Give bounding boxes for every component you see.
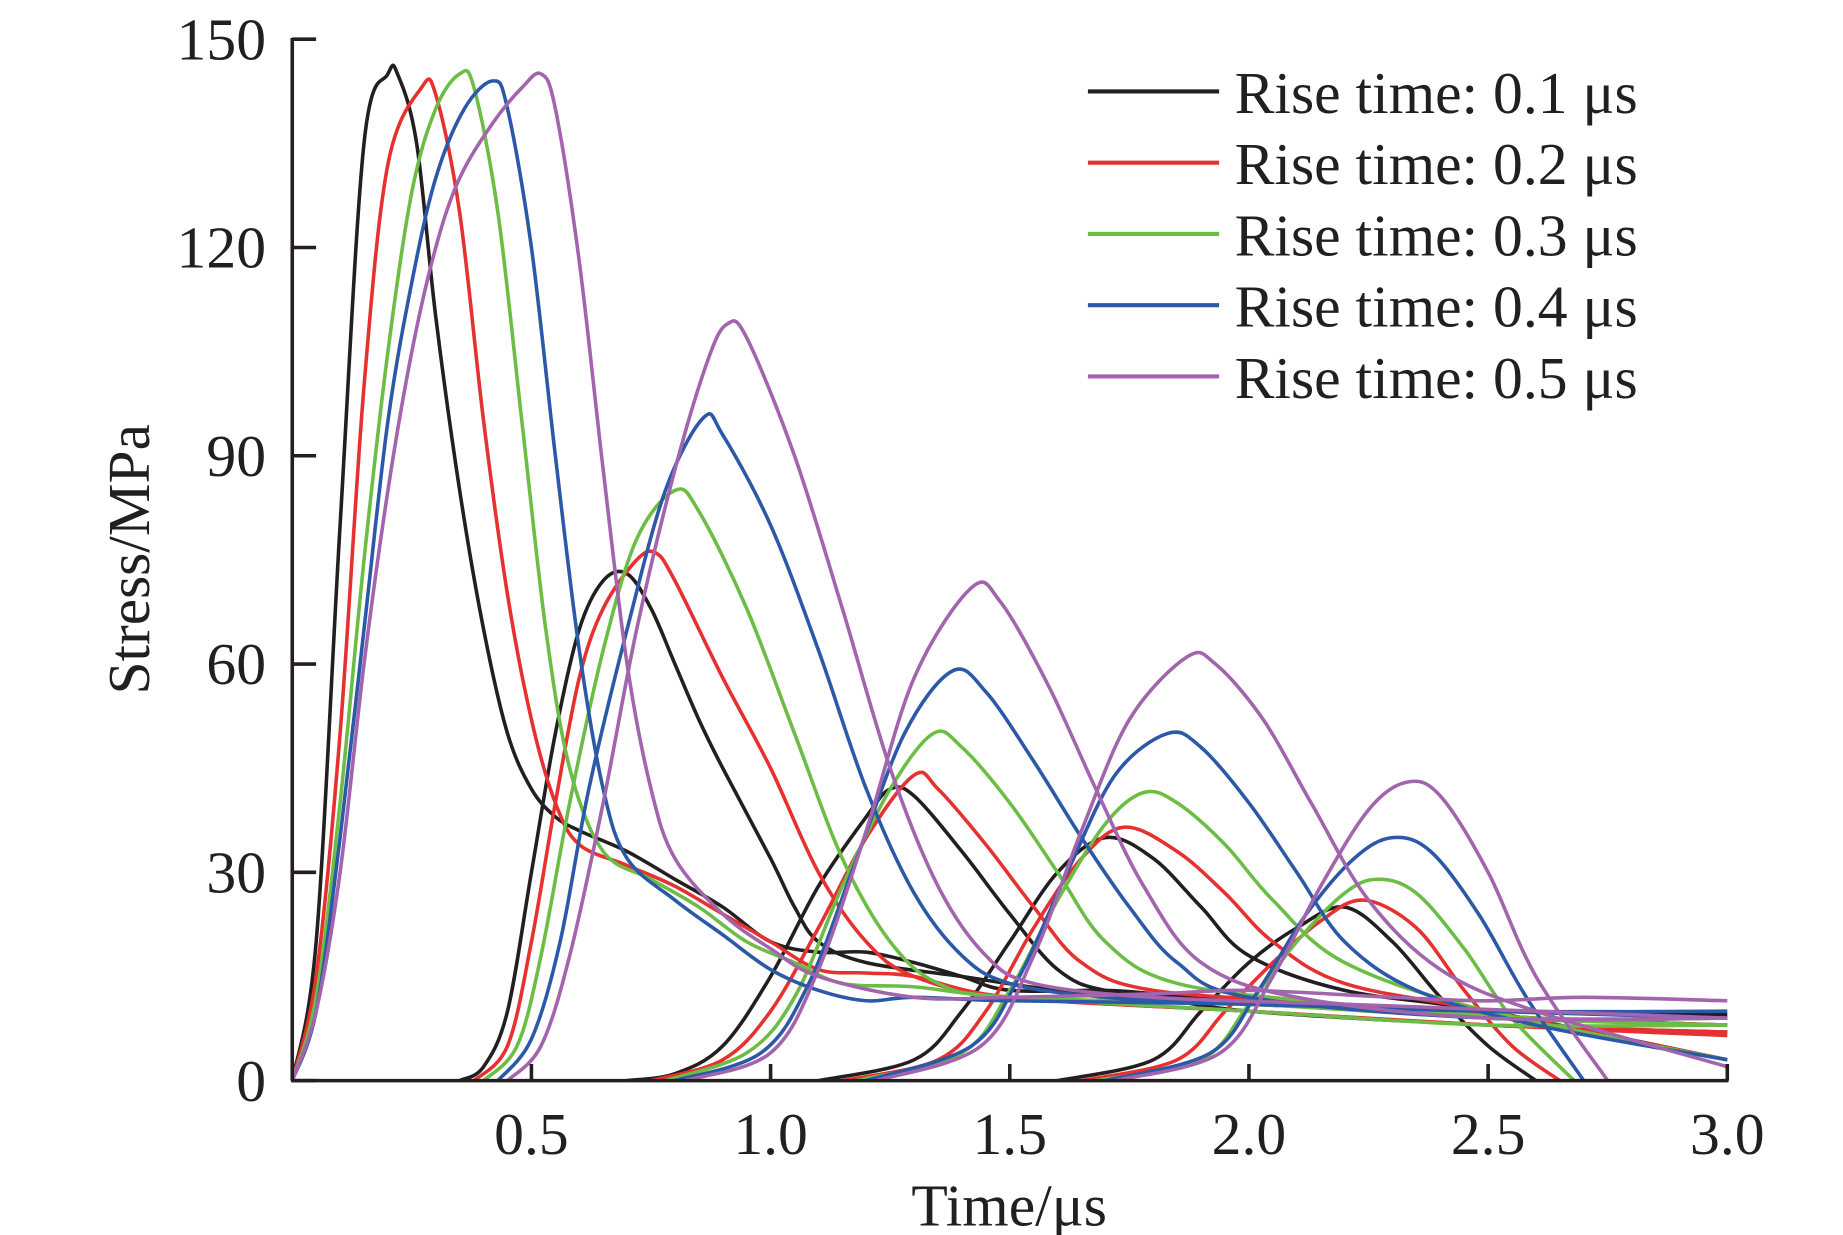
y-tick-label: 90 xyxy=(206,423,266,489)
series-layer xyxy=(290,63,1728,1083)
legend-label: Rise time: 0.1 μs xyxy=(1235,60,1638,126)
legend-label: Rise time: 0.2 μs xyxy=(1235,131,1638,197)
y-tick-label: 30 xyxy=(206,840,266,906)
series-line-4-pulse-5 xyxy=(1104,835,1586,1083)
series-line-1-pulse-3 xyxy=(626,785,1728,1083)
series-line-4-pulse-2 xyxy=(496,412,1728,1082)
series-line-4-pulse-4 xyxy=(865,730,1728,1083)
legend-label: Rise time: 0.5 μs xyxy=(1235,345,1638,411)
series-line-1-pulse-4 xyxy=(818,835,1728,1083)
y-tick-label: 0 xyxy=(236,1048,266,1114)
x-tick-label: 2.0 xyxy=(1212,1101,1287,1167)
series-line-2-pulse-4 xyxy=(841,825,1728,1083)
x-tick-label: 1.0 xyxy=(733,1101,808,1167)
series-line-5-pulse-3 xyxy=(683,580,1728,1083)
legend-label: Rise time: 0.3 μs xyxy=(1235,202,1638,268)
series-line-1-pulse-5 xyxy=(1057,905,1538,1083)
y-tick-label: 150 xyxy=(177,6,266,72)
x-tick-label: 0.5 xyxy=(494,1101,569,1167)
legend-item: Rise time: 0.3 μs xyxy=(1087,202,1638,268)
legend-label: Rise time: 0.4 μs xyxy=(1235,274,1638,340)
legend-item: Rise time: 0.4 μs xyxy=(1087,274,1638,340)
series-line-4-pulse-3 xyxy=(674,667,1728,1083)
x-tick-label: 1.5 xyxy=(973,1101,1048,1167)
y-tick-label: 120 xyxy=(177,215,266,281)
legend-item: Rise time: 0.1 μs xyxy=(1087,60,1638,126)
series-5 xyxy=(290,71,1728,1083)
series-line-2-pulse-3 xyxy=(650,770,1728,1083)
series-line-4-pulse-1 xyxy=(290,79,1728,1082)
x-tick-label: 2.5 xyxy=(1451,1101,1526,1167)
y-axis-label: Stress/MPa xyxy=(96,424,162,694)
legend-item: Rise time: 0.5 μs xyxy=(1087,345,1638,411)
series-line-5-pulse-2 xyxy=(506,319,1728,1082)
series-line-5-pulse-4 xyxy=(875,650,1728,1083)
x-tick-label: 3.0 xyxy=(1690,1101,1765,1167)
x-axis-label: Time/μs xyxy=(911,1173,1107,1235)
ticks: 0.5 1.0 1.5 2.0 2.5 3.0 0 30 60 90 120 150 xyxy=(177,6,1765,1167)
legend-item: Rise time: 0.2 μs xyxy=(1087,131,1638,197)
series-line-5-pulse-1 xyxy=(290,71,1728,1082)
y-tick-label: 60 xyxy=(206,631,266,697)
series-line-5-pulse-5 xyxy=(1114,779,1610,1083)
series-4 xyxy=(290,79,1728,1083)
